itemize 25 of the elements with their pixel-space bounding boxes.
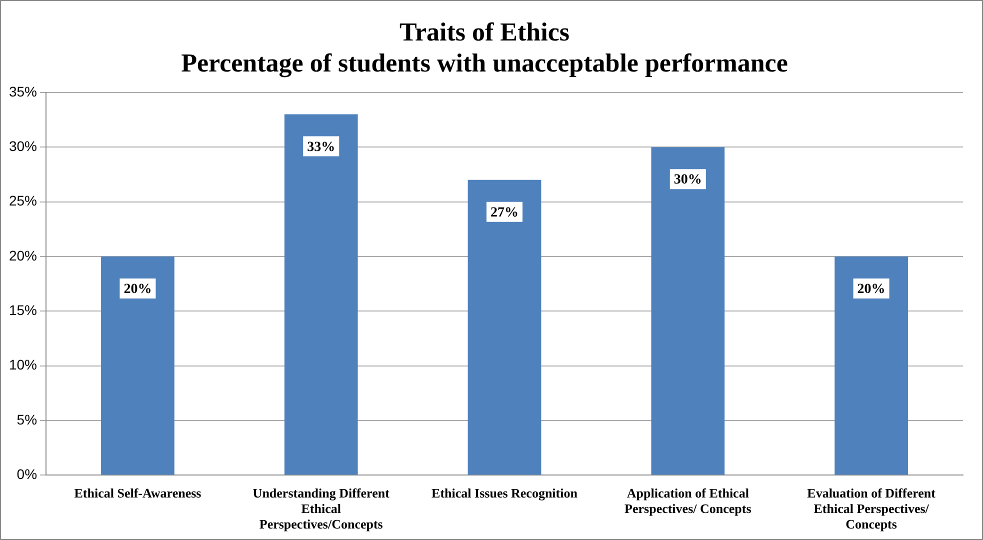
x-tick-label: Understanding Different Ethical Perspectives/Concepts [252,485,390,532]
data-label: 30% [674,172,702,188]
bar [284,114,358,475]
x-tick-label: Application of Ethical Perspectives/ Concepts [624,485,752,516]
data-label: 20% [857,282,886,298]
y-tick-label: 20% [8,247,38,264]
bar [101,256,174,475]
y-tick-label: 25% [8,192,38,209]
y-tick-label: 30% [8,138,38,154]
bar [468,180,542,475]
y-tick-label: 15% [8,302,38,318]
data-label: 27% [490,206,519,221]
data-label: 33% [307,140,336,155]
bar [834,256,908,475]
y-tick-label: 35% [8,83,38,100]
y-tick-label: 0% [16,466,38,482]
x-tick-label: Ethical Self-Awareness [74,485,202,500]
y-tick-label: 10% [8,356,38,373]
chart-subtitle: Percentage of students with unacceptable performance [181,48,788,78]
chart-title: Traits of Ethics [400,17,570,46]
x-tick-label: Ethical Issues Recognition [432,485,578,500]
data-label: 20% [124,282,152,298]
x-tick-label: Evaluation of Different Ethical Perspectives/ Concepts [807,485,936,532]
bar [651,147,725,475]
y-tick-label: 5% [16,411,38,428]
